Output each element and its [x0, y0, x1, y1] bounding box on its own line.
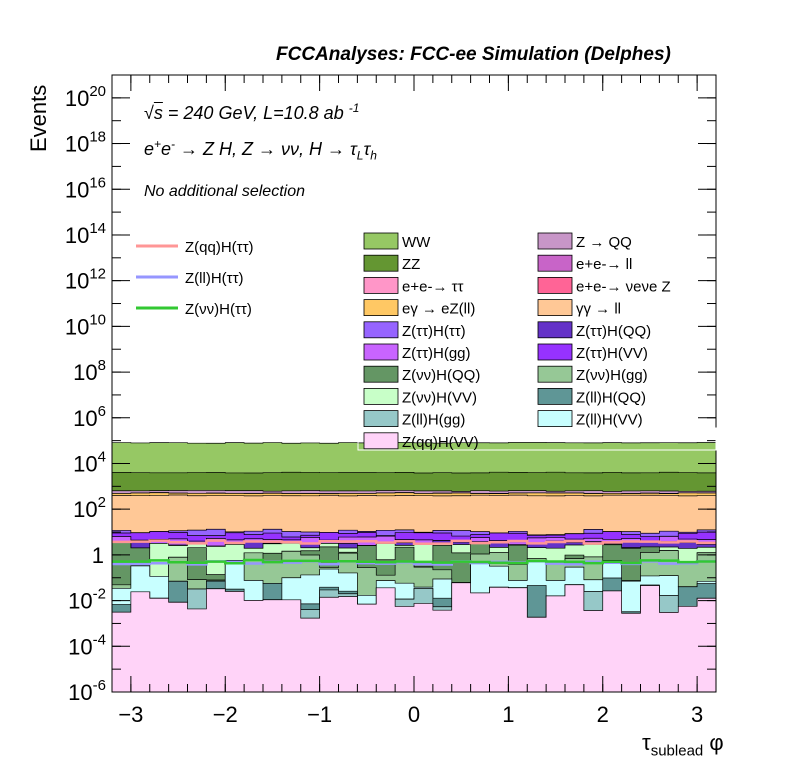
legend-line-label: Z(νν)H(ττ) — [185, 301, 252, 318]
stack-z-qq-h-vv- — [112, 582, 716, 692]
legend-swatch — [537, 276, 573, 294]
legend-swatch — [537, 321, 573, 339]
y-tick-label: 10-6 — [68, 677, 106, 705]
legend-swatch — [363, 276, 399, 294]
legend-label: e+e-→ νeνe Z — [576, 278, 671, 295]
y-tick-label: 1018 — [65, 129, 106, 157]
legend-label: Z(ττ)H(gg) — [402, 345, 471, 362]
y-tick-label: 1020 — [65, 83, 106, 111]
process-annotation: e+e- → Z H, Z → νν, H → τLτh — [144, 137, 377, 163]
legend-swatch — [537, 254, 573, 272]
legend-label: Z(qq)H(VV) — [402, 434, 479, 451]
legend-swatch — [363, 254, 399, 272]
y-tick-label: 102 — [73, 494, 106, 522]
stack-group — [112, 442, 716, 692]
x-tick-label: 1 — [502, 702, 514, 727]
x-tick-label: 2 — [597, 702, 609, 727]
y-tick-label: 1012 — [65, 266, 106, 294]
y-tick-label: 106 — [73, 403, 106, 431]
legend-label: Z(νν)H(VV) — [402, 389, 477, 406]
y-tick-label: 10-4 — [68, 631, 106, 659]
chart-title: FCCAnalyses: FCC-ee Simulation (Delphes) — [276, 44, 671, 65]
y-tick-label: 10-2 — [68, 586, 106, 614]
legend-box-outline — [357, 427, 717, 451]
legend-label: Z → QQ — [576, 234, 632, 251]
legend-label: ZZ — [402, 256, 420, 273]
legend-swatch — [537, 365, 573, 383]
x-tick-label: 0 — [408, 702, 420, 727]
legend-swatch — [363, 232, 399, 250]
y-tick-label: 1010 — [65, 311, 106, 339]
legend-swatch — [363, 343, 399, 361]
y-tick-label: 1016 — [65, 174, 106, 202]
legend-label: Z(ll)H(QQ) — [576, 389, 646, 406]
legend-label: γγ → ll — [576, 301, 621, 318]
y-tick-label: 1 — [92, 543, 104, 568]
x-tick-label: −2 — [213, 702, 238, 727]
legend-label: eγ → eZ(ll) — [402, 301, 475, 318]
y-tick-label: 104 — [73, 448, 106, 476]
selection-annotation: No additional selection — [144, 183, 305, 200]
legend-swatch — [537, 410, 573, 428]
signal-line-2 — [112, 558, 716, 565]
legend-line-label: Z(ll)H(ττ) — [185, 270, 244, 287]
x-axis-label: τsublead φ — [642, 730, 724, 760]
legend-line-label: Z(qq)H(ττ) — [185, 239, 254, 256]
x-tick-label: −1 — [307, 702, 332, 727]
legend-label: e+e-→ ll — [576, 256, 632, 273]
legend-label: Z(ll)H(gg) — [402, 412, 465, 429]
legend-label: Z(ll)H(VV) — [576, 412, 643, 429]
legend-label: WW — [402, 234, 431, 251]
legend-swatch — [363, 365, 399, 383]
legend-swatch — [537, 299, 573, 317]
x-tick-label: −3 — [118, 702, 143, 727]
legend-swatch — [363, 299, 399, 317]
legend-label: Z(ττ)H(QQ) — [576, 323, 651, 340]
legend-label: Z(νν)H(gg) — [576, 367, 648, 384]
legend-swatch — [363, 410, 399, 428]
legend-swatch — [363, 321, 399, 339]
legend-label: Z(νν)H(QQ) — [402, 367, 480, 384]
legend-label: Z(ττ)H(VV) — [576, 345, 648, 362]
y-tick-label: 108 — [73, 357, 106, 385]
signal-line-0 — [112, 539, 716, 546]
energy-annotation: √s = 240 GeV, L=10.8 ab -1 — [144, 101, 360, 123]
legend-swatch — [363, 387, 399, 405]
legend-swatch — [363, 432, 399, 450]
y-tick-label: 1014 — [65, 220, 106, 248]
legend-swatch — [537, 343, 573, 361]
x-tick-label: 3 — [691, 702, 703, 727]
legend-label: e+e-→ ττ — [402, 278, 464, 295]
legend-swatch — [537, 232, 573, 250]
legend-swatch — [537, 387, 573, 405]
legend-label: Z(ττ)H(ττ) — [402, 323, 466, 340]
y-axis-label: Events — [26, 84, 51, 152]
